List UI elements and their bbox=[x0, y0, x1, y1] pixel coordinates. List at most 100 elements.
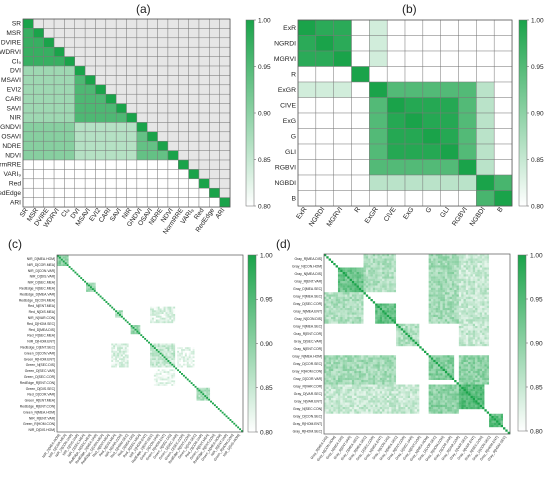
heatmap-cell bbox=[167, 37, 179, 48]
heatmap-cell bbox=[95, 286, 98, 289]
heatmap-cell bbox=[132, 310, 135, 313]
heatmap-cell bbox=[163, 271, 166, 274]
heatmap-cell bbox=[115, 330, 118, 333]
heatmap-cell bbox=[150, 314, 153, 316]
heatmap-cell bbox=[153, 255, 156, 257]
heatmap-cell bbox=[493, 81, 513, 98]
heatmap-cell bbox=[167, 159, 179, 170]
heatmap-cell bbox=[386, 35, 406, 52]
heatmap-cell bbox=[33, 187, 45, 198]
heatmap-cell bbox=[221, 328, 224, 331]
heatmap-cell bbox=[124, 255, 127, 257]
heatmap-cell bbox=[84, 258, 87, 261]
heatmap-cell bbox=[101, 262, 104, 265]
heatmap-cell bbox=[117, 293, 120, 296]
heatmap-cell bbox=[107, 291, 110, 294]
heatmap-cell bbox=[84, 304, 87, 307]
heatmap-cell bbox=[202, 310, 205, 313]
heatmap-cell bbox=[150, 273, 153, 276]
heatmap-cell bbox=[60, 260, 63, 263]
heatmap-cell bbox=[159, 286, 162, 289]
heatmap-cell bbox=[138, 267, 141, 270]
heatmap-cell bbox=[241, 325, 244, 328]
heatmap-cell bbox=[231, 290, 234, 293]
heatmap-cell bbox=[68, 314, 71, 316]
heatmap-cell bbox=[134, 310, 137, 313]
heatmap-cell bbox=[113, 315, 116, 318]
heatmap-cell bbox=[198, 312, 201, 315]
heatmap-cell bbox=[159, 336, 162, 339]
heatmap-cell bbox=[171, 264, 174, 267]
heatmap-cell bbox=[231, 278, 234, 281]
heatmap-cell bbox=[177, 267, 180, 270]
heatmap-cell bbox=[204, 328, 207, 331]
heatmap-cell bbox=[157, 280, 160, 283]
heatmap-cell bbox=[231, 299, 234, 302]
heatmap-cell bbox=[233, 302, 236, 305]
heatmap-cell bbox=[169, 330, 172, 333]
heatmap-cell bbox=[235, 288, 238, 291]
heatmap-cell bbox=[115, 297, 118, 300]
heatmap-cell bbox=[239, 301, 242, 304]
heatmap-cell bbox=[115, 323, 118, 326]
heatmap-cell bbox=[219, 18, 231, 29]
heatmap-cell bbox=[223, 260, 226, 263]
heatmap-cell bbox=[235, 306, 238, 309]
heatmap-cell bbox=[175, 288, 178, 291]
heatmap-cell bbox=[177, 323, 180, 326]
heatmap-cell bbox=[169, 262, 172, 265]
heatmap-cell bbox=[194, 291, 197, 294]
heatmap-cell bbox=[161, 275, 164, 278]
heatmap-cell bbox=[86, 301, 89, 304]
heatmap-cell bbox=[119, 315, 122, 318]
heatmap-cell bbox=[476, 66, 495, 83]
heatmap-cell bbox=[206, 302, 209, 305]
heatmap-cell bbox=[144, 332, 147, 335]
heatmap-cell bbox=[33, 28, 45, 39]
heatmap-cell bbox=[208, 321, 211, 324]
heatmap-cell bbox=[80, 290, 83, 293]
heatmap-cell bbox=[57, 295, 60, 298]
heatmap-cell bbox=[476, 128, 495, 145]
heatmap-cell bbox=[194, 325, 197, 328]
heatmap-cell bbox=[142, 273, 145, 276]
heatmap-cell bbox=[150, 290, 153, 293]
heatmap-cell bbox=[237, 306, 240, 309]
heatmap-cell bbox=[223, 277, 226, 280]
heatmap-cell bbox=[140, 293, 143, 296]
heatmap-cell bbox=[175, 293, 178, 296]
heatmap-cell bbox=[64, 56, 76, 67]
heatmap-cell bbox=[153, 277, 156, 280]
heatmap-cell bbox=[132, 299, 135, 302]
heatmap-cell bbox=[217, 271, 220, 274]
heatmap-cell bbox=[190, 310, 193, 313]
heatmap-cell bbox=[144, 325, 147, 328]
heatmap-cell bbox=[105, 295, 108, 298]
heatmap-cell bbox=[105, 140, 117, 151]
x-tick-label: G bbox=[425, 206, 434, 214]
heatmap-cell bbox=[128, 319, 131, 322]
heatmap-cell bbox=[161, 291, 164, 294]
heatmap-cell bbox=[167, 326, 170, 329]
heatmap-cell bbox=[184, 304, 187, 307]
heatmap-cell bbox=[227, 334, 230, 337]
heatmap-cell bbox=[58, 299, 62, 302]
heatmap-cell bbox=[204, 286, 207, 289]
heatmap-cell bbox=[74, 256, 77, 259]
heatmap-cell bbox=[227, 315, 230, 318]
heatmap-cell bbox=[58, 290, 62, 293]
heatmap-cell bbox=[60, 267, 63, 270]
heatmap-cell bbox=[217, 255, 220, 257]
heatmap-cell bbox=[206, 336, 209, 339]
heatmap-cell bbox=[84, 187, 96, 198]
heatmap-cell bbox=[134, 334, 137, 337]
heatmap-cell bbox=[68, 291, 71, 294]
heatmap-cell bbox=[163, 314, 166, 316]
heatmap-cell bbox=[297, 112, 317, 129]
heatmap-cell bbox=[138, 310, 141, 313]
heatmap-cell bbox=[175, 295, 178, 298]
heatmap-cell bbox=[184, 334, 187, 337]
heatmap-cell bbox=[80, 262, 83, 265]
heatmap-cell bbox=[136, 277, 139, 280]
heatmap-cell bbox=[161, 297, 164, 300]
